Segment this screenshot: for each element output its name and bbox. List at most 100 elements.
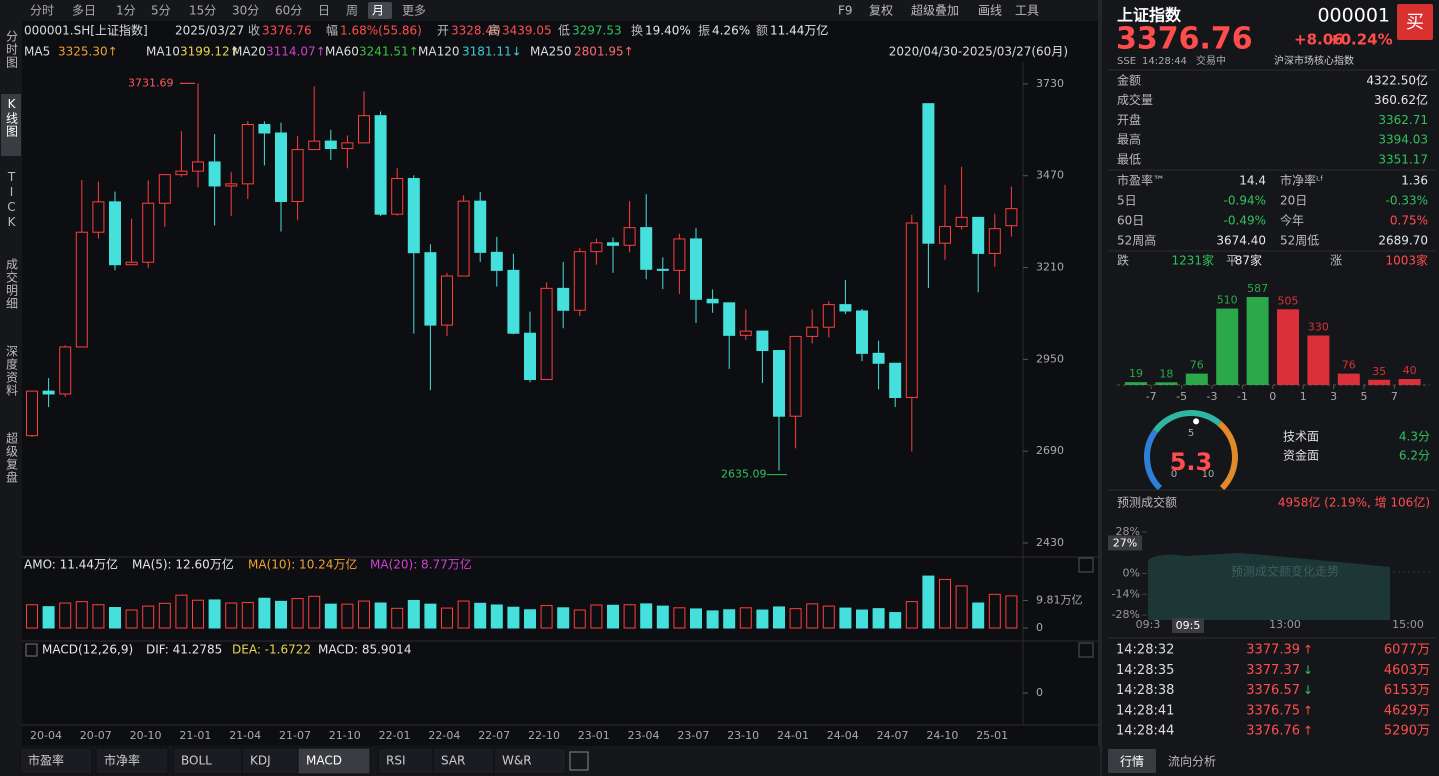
gauge-value: 5.3 <box>1170 448 1213 476</box>
indicator-tab[interactable]: 市净率 <box>104 753 140 768</box>
tick-price: 3377.37 <box>1246 663 1300 678</box>
current-tag <box>1108 535 1142 551</box>
stat-label: 金额 <box>1117 73 1141 88</box>
period-tab[interactable]: 60分 <box>275 4 302 18</box>
indicator-tab[interactable]: RSI <box>386 754 406 768</box>
period-tab[interactable]: 周 <box>346 4 358 18</box>
score-label: 技术面 <box>1283 430 1319 444</box>
bar <box>1307 335 1330 385</box>
candle-body <box>275 132 287 202</box>
y-tick-label: 0% <box>1123 566 1140 579</box>
tool-button[interactable]: 超级叠加 <box>911 3 959 18</box>
tab-bg[interactable] <box>19 747 93 775</box>
tick-price: 3376.75 <box>1246 703 1300 718</box>
tab-bg[interactable] <box>493 747 567 775</box>
candle-body <box>42 390 55 395</box>
x-tick-label: 25-01 <box>976 729 1008 742</box>
side-tab[interactable]: 超级复盘 <box>5 431 19 484</box>
info-value: 11.44万亿 <box>770 23 828 38</box>
candle-body <box>258 124 271 134</box>
low-annotation: 2635.09 <box>721 468 767 481</box>
stat-value: 14.4 <box>1239 174 1266 188</box>
tab-bg[interactable] <box>95 747 169 775</box>
period-tab[interactable]: 1分 <box>116 4 136 18</box>
candle-body <box>208 161 221 187</box>
tab-bg[interactable] <box>172 747 246 775</box>
x-tick-label: 7 <box>1391 390 1398 403</box>
side-tab[interactable]: TICK <box>5 170 19 230</box>
tool-button[interactable]: 工具 <box>1015 4 1039 18</box>
macd-legend: DEA: -1.6722 <box>232 643 311 657</box>
volume-bar <box>225 602 238 629</box>
indicator-tab[interactable]: BOLL <box>181 754 212 768</box>
candle-body <box>557 287 570 311</box>
x-tick-label: 20-07 <box>80 729 112 742</box>
tab-bg[interactable] <box>432 747 506 775</box>
side-tab[interactable]: 成交明细 <box>5 258 19 310</box>
volume-bar <box>241 601 254 629</box>
volume-bar <box>308 595 321 629</box>
tool-button[interactable]: F9 <box>838 4 853 18</box>
volume-bar <box>623 604 636 629</box>
label: SSE <box>1117 56 1136 67</box>
period-tab[interactable]: 分时 <box>30 4 54 18</box>
indicator-tab[interactable]: 市盈率 <box>28 753 64 768</box>
indicator-tab[interactable]: SAR <box>441 754 465 768</box>
candle-body <box>358 115 370 144</box>
stat-label: 20日 <box>1280 194 1307 208</box>
candle-body <box>939 226 951 244</box>
tab-bg[interactable] <box>297 747 371 775</box>
buy-button[interactable] <box>1397 4 1433 40</box>
quote-tab[interactable]: 行情 <box>1120 755 1144 769</box>
value-label: 76 <box>1342 359 1356 372</box>
label: 交易中 <box>1196 54 1226 67</box>
indicator-tab[interactable]: KDJ <box>250 754 271 768</box>
ma-value: 3199.12↑ <box>180 45 240 59</box>
side-tab[interactable]: 深度资料 <box>5 345 19 397</box>
tick-price: 3376.76 <box>1246 724 1300 739</box>
period-tab[interactable]: 多日 <box>72 4 96 18</box>
close-button[interactable] <box>1078 642 1094 658</box>
buy-label[interactable]: 买 <box>1406 12 1424 33</box>
x-tick-label: 3 <box>1330 390 1337 403</box>
indicator-tab[interactable]: W&R <box>502 754 532 768</box>
indicator-tab[interactable]: MACD <box>306 754 342 768</box>
tab-active <box>368 2 392 19</box>
ma-name: MA10 <box>146 45 180 59</box>
period-tab[interactable]: 日 <box>318 4 330 18</box>
stat-value: 1.36 <box>1401 174 1428 188</box>
x-tick-label: 24-07 <box>877 729 909 742</box>
value-label: 330 <box>1308 321 1329 334</box>
volume-bar <box>640 603 653 629</box>
period-tab[interactable]: 5分 <box>151 4 171 18</box>
period-tab[interactable]: 月 <box>372 4 384 18</box>
stat-label: 52周低 <box>1280 234 1319 248</box>
volume-bar <box>457 600 470 629</box>
period-tab[interactable]: 更多 <box>402 4 426 18</box>
tick-price: 3377.39 <box>1246 643 1300 658</box>
candle-body <box>308 140 321 151</box>
close-button[interactable] <box>1078 557 1094 573</box>
x-tick-label: 23-01 <box>578 729 610 742</box>
add-tab[interactable] <box>569 751 589 771</box>
period-tab[interactable]: 15分 <box>189 4 216 18</box>
label: 沪深市场核心指数 <box>1274 54 1354 67</box>
side-tab[interactable]: 分时图 <box>5 30 19 69</box>
y-tick-label: 3210 <box>1036 261 1064 274</box>
info-value: 3297.53 <box>572 24 622 38</box>
stat-value: 360.62亿 <box>1374 92 1428 107</box>
tick-time: 14:28:35 <box>1116 663 1174 678</box>
breadth-label: 涨 <box>1330 253 1342 268</box>
stat-label: 5日 <box>1117 194 1137 208</box>
tool-button[interactable]: 复权 <box>869 4 893 18</box>
x-tick-label: 23-07 <box>677 729 709 742</box>
period-tab[interactable]: 30分 <box>232 4 259 18</box>
quote-tab[interactable]: 流向分析 <box>1168 754 1216 769</box>
breadth-label: 平 <box>1226 254 1238 268</box>
x-tick-label: 22-04 <box>428 729 460 742</box>
tool-button[interactable]: 画线 <box>978 4 1002 18</box>
candle-body <box>573 251 586 311</box>
side-tab[interactable]: K线图 <box>5 97 19 138</box>
info-value: 19.40% <box>645 24 691 38</box>
